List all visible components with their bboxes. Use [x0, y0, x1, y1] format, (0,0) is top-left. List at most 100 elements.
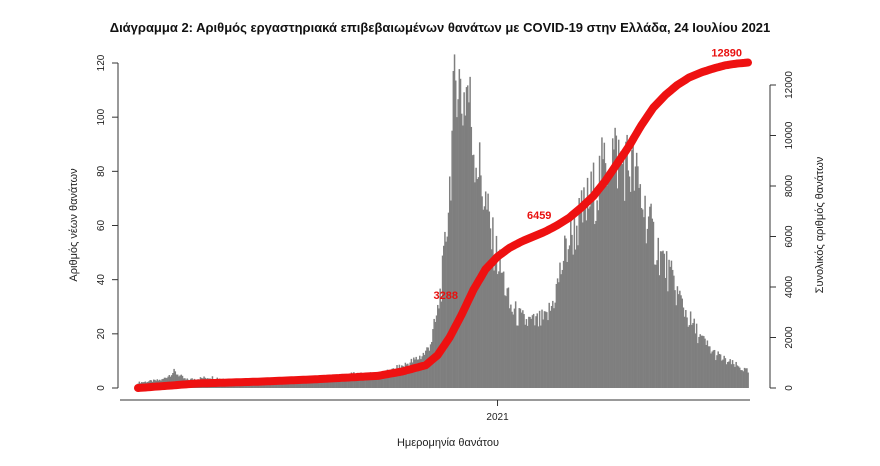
daily-bar: [731, 360, 734, 388]
daily-bar: [363, 376, 366, 388]
daily-bar: [723, 355, 725, 388]
daily-bar: [450, 200, 452, 388]
daily-bar: [601, 137, 603, 388]
daily-bar: [383, 372, 385, 388]
daily-bar: [697, 343, 699, 388]
daily-bar: [392, 368, 395, 388]
daily-bar: [715, 360, 717, 388]
daily-bar: [511, 311, 513, 388]
daily-bar: [709, 346, 711, 388]
daily-bar: [637, 166, 639, 388]
daily-bar: [535, 316, 537, 388]
y2-axis-label: Συνολικός αριθμός θανάτων: [814, 156, 826, 293]
daily-bar: [463, 92, 465, 388]
cumulative-annotation: 12890: [711, 48, 742, 60]
daily-bar: [506, 288, 509, 388]
daily-bar: [661, 251, 663, 388]
daily-bar: [492, 217, 494, 388]
daily-bar: [722, 359, 724, 388]
daily-bar: [458, 69, 461, 389]
daily-bar: [501, 272, 504, 388]
daily-bar: [518, 308, 520, 388]
right-tick-label: 2000: [784, 326, 795, 349]
daily-bar: [694, 333, 697, 388]
daily-bar: [716, 355, 718, 388]
daily-bar: [390, 372, 392, 388]
daily-bar: [540, 325, 542, 388]
right-y-axis: 0 2000 4000 6000 8000 10000 12000: [769, 71, 795, 391]
right-tick-label: 6000: [784, 225, 795, 248]
daily-bar: [717, 351, 719, 388]
daily-bar: [529, 316, 531, 388]
daily-bar: [541, 309, 543, 388]
daily-bar: [468, 102, 470, 388]
daily-bar: [404, 362, 407, 388]
y-axis-label: Αριθμός νέων θανάτων: [68, 168, 80, 282]
daily-bar: [499, 249, 501, 388]
daily-bar: [620, 151, 622, 388]
daily-bar: [389, 373, 391, 388]
daily-bar: [546, 312, 548, 388]
daily-bar: [465, 87, 468, 388]
daily-bar: [398, 364, 401, 388]
daily-bar: [173, 368, 175, 388]
daily-bar: [710, 353, 712, 388]
daily-bar: [524, 324, 526, 388]
daily-bar: [704, 338, 706, 388]
daily-bar: [658, 275, 661, 388]
daily-bar: [451, 130, 453, 389]
daily-bar: [576, 225, 578, 388]
daily-bar: [703, 336, 705, 388]
daily-bar: [571, 234, 573, 388]
daily-bar: [417, 359, 420, 388]
daily-bar: [393, 368, 396, 388]
daily-bar: [693, 318, 695, 388]
daily-bar: [643, 217, 645, 388]
daily-bar: [664, 277, 667, 388]
left-y-axis: 0 20 40 60 80 100 120: [96, 54, 119, 391]
x-axis-label: Ημερομηνία θανάτου: [397, 437, 499, 449]
daily-bar: [374, 376, 377, 388]
daily-bar: [739, 367, 741, 388]
daily-bar: [523, 314, 525, 388]
cumulative-annotations: 3288 6459 12890: [433, 48, 742, 302]
daily-bar: [622, 154, 625, 388]
daily-bar: [385, 370, 387, 388]
daily-bar: [676, 286, 679, 388]
daily-bar: [532, 313, 535, 388]
daily-bar: [679, 290, 681, 388]
daily-bar: [372, 375, 374, 388]
daily-bar: [319, 378, 322, 388]
daily-bar: [488, 211, 491, 388]
daily-bar: [354, 374, 356, 388]
daily-bar: [391, 368, 393, 388]
daily-bar: [525, 319, 528, 388]
daily-bar: [520, 312, 523, 388]
daily-bar: [487, 193, 489, 388]
daily-bar: [416, 359, 419, 388]
daily-bar: [367, 374, 369, 388]
daily-bar: [366, 376, 368, 388]
daily-bar: [617, 139, 620, 388]
daily-bar: [454, 80, 457, 388]
daily-bar: [734, 366, 736, 388]
daily-bar: [396, 365, 398, 388]
left-tick-label: 120: [96, 54, 107, 71]
daily-bar: [582, 222, 584, 388]
daily-bar: [556, 278, 559, 388]
daily-bar: [603, 142, 606, 388]
daily-bar: [647, 216, 650, 388]
daily-bar: [685, 310, 687, 388]
right-tick-label: 4000: [784, 275, 795, 298]
daily-bar: [544, 311, 547, 388]
daily-bar: [377, 374, 379, 388]
daily-bar: [665, 251, 668, 388]
daily-bar: [534, 325, 536, 388]
daily-bar: [413, 357, 415, 388]
daily-bar: [543, 311, 546, 388]
daily-bar: [494, 260, 497, 388]
daily-bar: [464, 115, 467, 388]
daily-bar: [423, 354, 426, 388]
chart-title: Διάγραμμα 2: Αριθμός εργαστηριακά επιβεβ…: [110, 20, 771, 35]
daily-bar: [728, 361, 730, 388]
